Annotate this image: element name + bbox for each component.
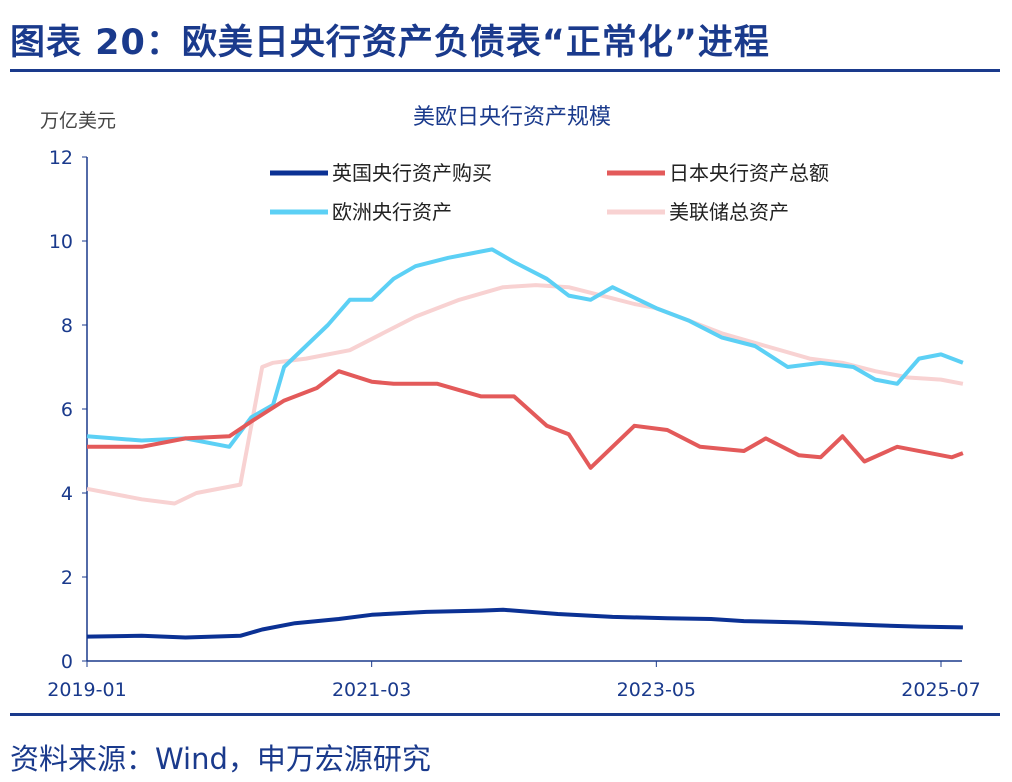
legend-label-2: 欧洲央行资产 [332,200,452,224]
y-tick-label: 0 [61,651,73,673]
x-tick-label: 2025-07 [901,679,980,701]
y-tick-label: 4 [61,483,73,505]
footer-rule [10,713,1000,716]
x-tick-label: 2019-01 [47,679,126,701]
y-tick-label: 6 [61,399,73,421]
series-line-1 [87,369,964,470]
title-rule [10,69,1000,72]
x-tick-label: 2023-05 [617,679,696,701]
series-line-0 [86,607,963,640]
series-line-3 [86,283,964,506]
legend-label-0: 英国央行资产购买 [332,161,492,185]
figure-title: 图表 20：欧美日央行资产负债表“正常化”进程 [10,23,770,63]
series-line-2 [86,247,964,449]
legend-label-1: 日本央行资产总额 [669,161,829,185]
chart-title: 美欧日央行资产规模 [413,105,611,130]
y-tick-label: 2 [61,567,73,589]
y-tick-label: 12 [49,147,73,169]
y-tick-label: 10 [49,231,73,253]
x-tick-label: 2021-03 [332,679,411,701]
y-tick-label: 8 [61,315,73,337]
source-note: 资料来源：Wind，申万宏源研究 [10,742,431,776]
y-axis-label: 万亿美元 [40,110,116,132]
legend-label-3: 美联储总资产 [669,200,789,224]
